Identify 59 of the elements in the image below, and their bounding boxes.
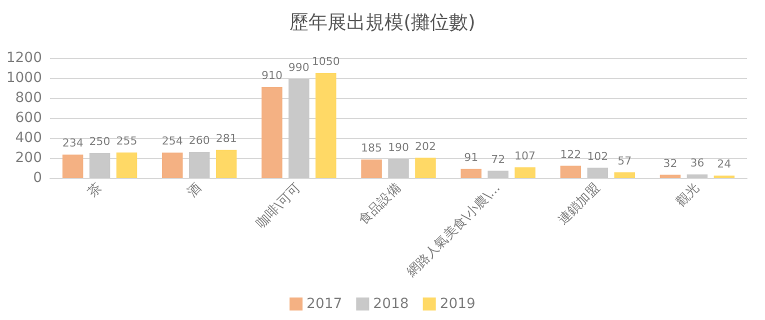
y-tick-label: 1200 (6, 50, 42, 66)
data-label: 202 (414, 140, 436, 153)
data-label: 234 (62, 136, 84, 150)
chart-title: 歷年展出規模(攤位數) (290, 12, 476, 34)
legend-label: 2018 (373, 296, 409, 312)
bar (587, 168, 608, 178)
bar (488, 170, 508, 178)
bar (460, 168, 482, 178)
bar (288, 79, 310, 178)
bar (361, 160, 382, 178)
data-label: 250 (89, 135, 110, 148)
legend-label: 2019 (440, 296, 476, 312)
bar (388, 159, 409, 178)
bar (686, 174, 708, 178)
data-label: 102 (587, 150, 608, 163)
bar (614, 172, 635, 178)
bar (316, 73, 336, 178)
data-label: 254 (162, 134, 183, 148)
data-label: 122 (560, 148, 582, 161)
data-label: 107 (514, 149, 536, 162)
legend-label: 2017 (306, 296, 342, 312)
bar (188, 152, 210, 178)
x-tick-label: 茶 (85, 180, 106, 200)
x-tick-label: 食品設備 (356, 180, 404, 228)
data-label: 190 (388, 141, 409, 154)
y-tick-label: 1000 (6, 70, 42, 86)
data-label: 91 (464, 150, 478, 164)
y-tick-label: 600 (15, 110, 42, 126)
data-label: 36 (690, 156, 704, 170)
bar (514, 167, 536, 178)
data-label: 990 (288, 61, 310, 74)
bar (660, 174, 681, 178)
y-tick-label: 0 (33, 170, 42, 186)
y-tick-label: 200 (15, 150, 42, 166)
data-label: 260 (188, 134, 210, 147)
data-label: 255 (116, 134, 138, 148)
data-label: 910 (261, 69, 282, 82)
bar (116, 152, 138, 178)
bar (216, 150, 237, 178)
y-tick-label: 400 (15, 130, 42, 146)
data-label: 24 (717, 158, 732, 171)
x-tick-label: 咖啡\可可 (254, 180, 304, 232)
bar (62, 154, 84, 178)
data-label: 72 (491, 152, 506, 166)
bar (560, 166, 582, 178)
bar (262, 87, 282, 178)
bar (89, 153, 110, 178)
x-tick-label: 網路人氣美食\小農\... (402, 180, 504, 280)
bar (162, 152, 183, 178)
y-tick-label: 800 (15, 90, 42, 106)
bar (415, 158, 436, 178)
x-tick-label: 連鎖加盟 (556, 180, 603, 228)
x-tick-label: 酒 (184, 180, 205, 200)
data-label: 1050 (312, 55, 340, 68)
data-label: 32 (663, 156, 678, 170)
data-label: 185 (361, 142, 382, 154)
data-label: 57 (618, 154, 632, 168)
x-tick-label: 觀光 (674, 180, 703, 210)
data-label: 281 (216, 132, 237, 145)
